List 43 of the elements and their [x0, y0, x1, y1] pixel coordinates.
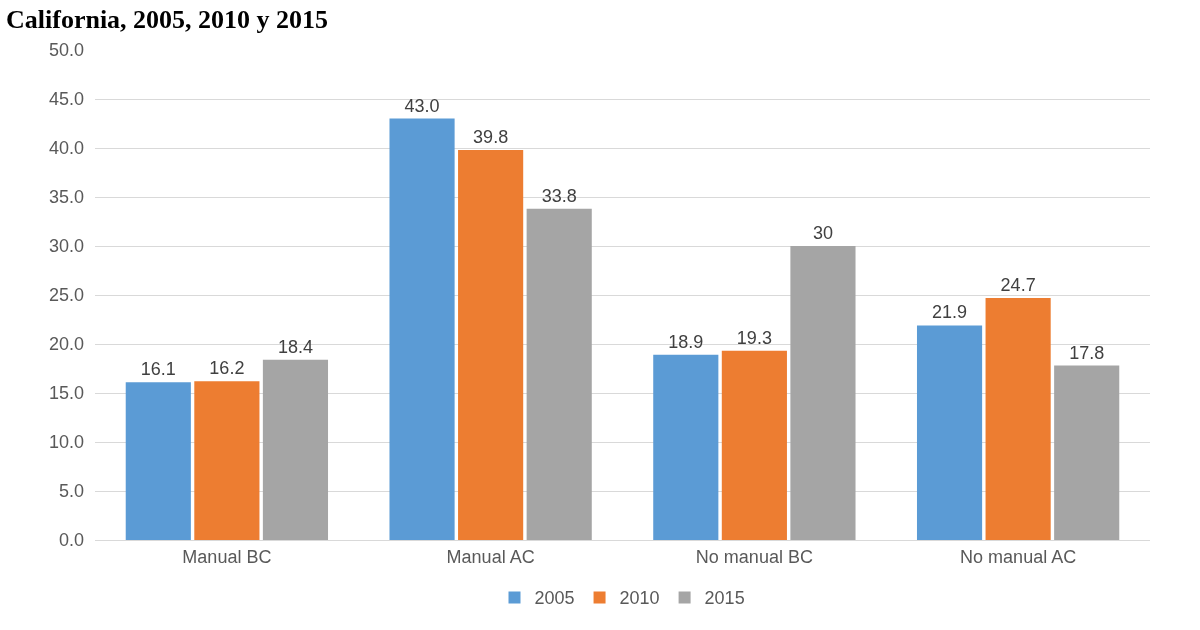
- data-label: 33.8: [541, 185, 577, 206]
- data-label: 18.9: [668, 331, 704, 352]
- y-tick-label: 25.0: [48, 285, 84, 306]
- data-label: 18.4: [277, 336, 313, 357]
- y-tick-label: 40.0: [48, 138, 84, 159]
- bar: [389, 118, 455, 540]
- data-label: 17.8: [1069, 342, 1105, 363]
- legend-label: 2010: [619, 588, 660, 609]
- bar: [1054, 365, 1120, 540]
- x-tick-label: No manual BC: [695, 546, 813, 567]
- chart-title: California, 2005, 2010 y 2015: [6, 4, 329, 34]
- data-label: 21.9: [932, 302, 968, 323]
- data-label: 39.8: [473, 126, 509, 147]
- bar: [526, 208, 592, 540]
- bar: [653, 354, 719, 540]
- bar: [194, 381, 260, 540]
- y-tick-label: 5.0: [58, 481, 84, 502]
- bar: [985, 297, 1051, 540]
- y-tick-label: 15.0: [48, 383, 84, 404]
- bar: [790, 246, 856, 540]
- legend-label: 2005: [534, 588, 575, 609]
- y-tick-label: 50.0: [48, 40, 84, 61]
- bar: [458, 149, 524, 540]
- bar: [916, 325, 983, 540]
- data-label: 43.0: [404, 95, 440, 116]
- bar: [721, 350, 787, 540]
- data-label: 16.1: [140, 359, 176, 380]
- data-label: 19.3: [736, 327, 772, 348]
- bar: [262, 359, 329, 540]
- bar: [125, 382, 191, 540]
- y-tick-label: 20.0: [48, 334, 84, 355]
- data-label: 16.2: [209, 358, 245, 379]
- x-tick-label: Manual AC: [446, 546, 535, 567]
- y-tick-label: 35.0: [48, 187, 84, 208]
- y-tick-label: 45.0: [48, 89, 84, 110]
- data-label: 24.7: [1000, 274, 1036, 295]
- x-tick-label: Manual BC: [182, 546, 272, 567]
- x-tick-label: No manual AC: [960, 546, 1077, 567]
- data-label: 30: [812, 223, 833, 243]
- y-tick-label: 0.0: [58, 530, 84, 551]
- y-tick-label: 10.0: [48, 432, 84, 453]
- y-tick-label: 30.0: [48, 236, 84, 257]
- legend-label: 2015: [704, 588, 745, 609]
